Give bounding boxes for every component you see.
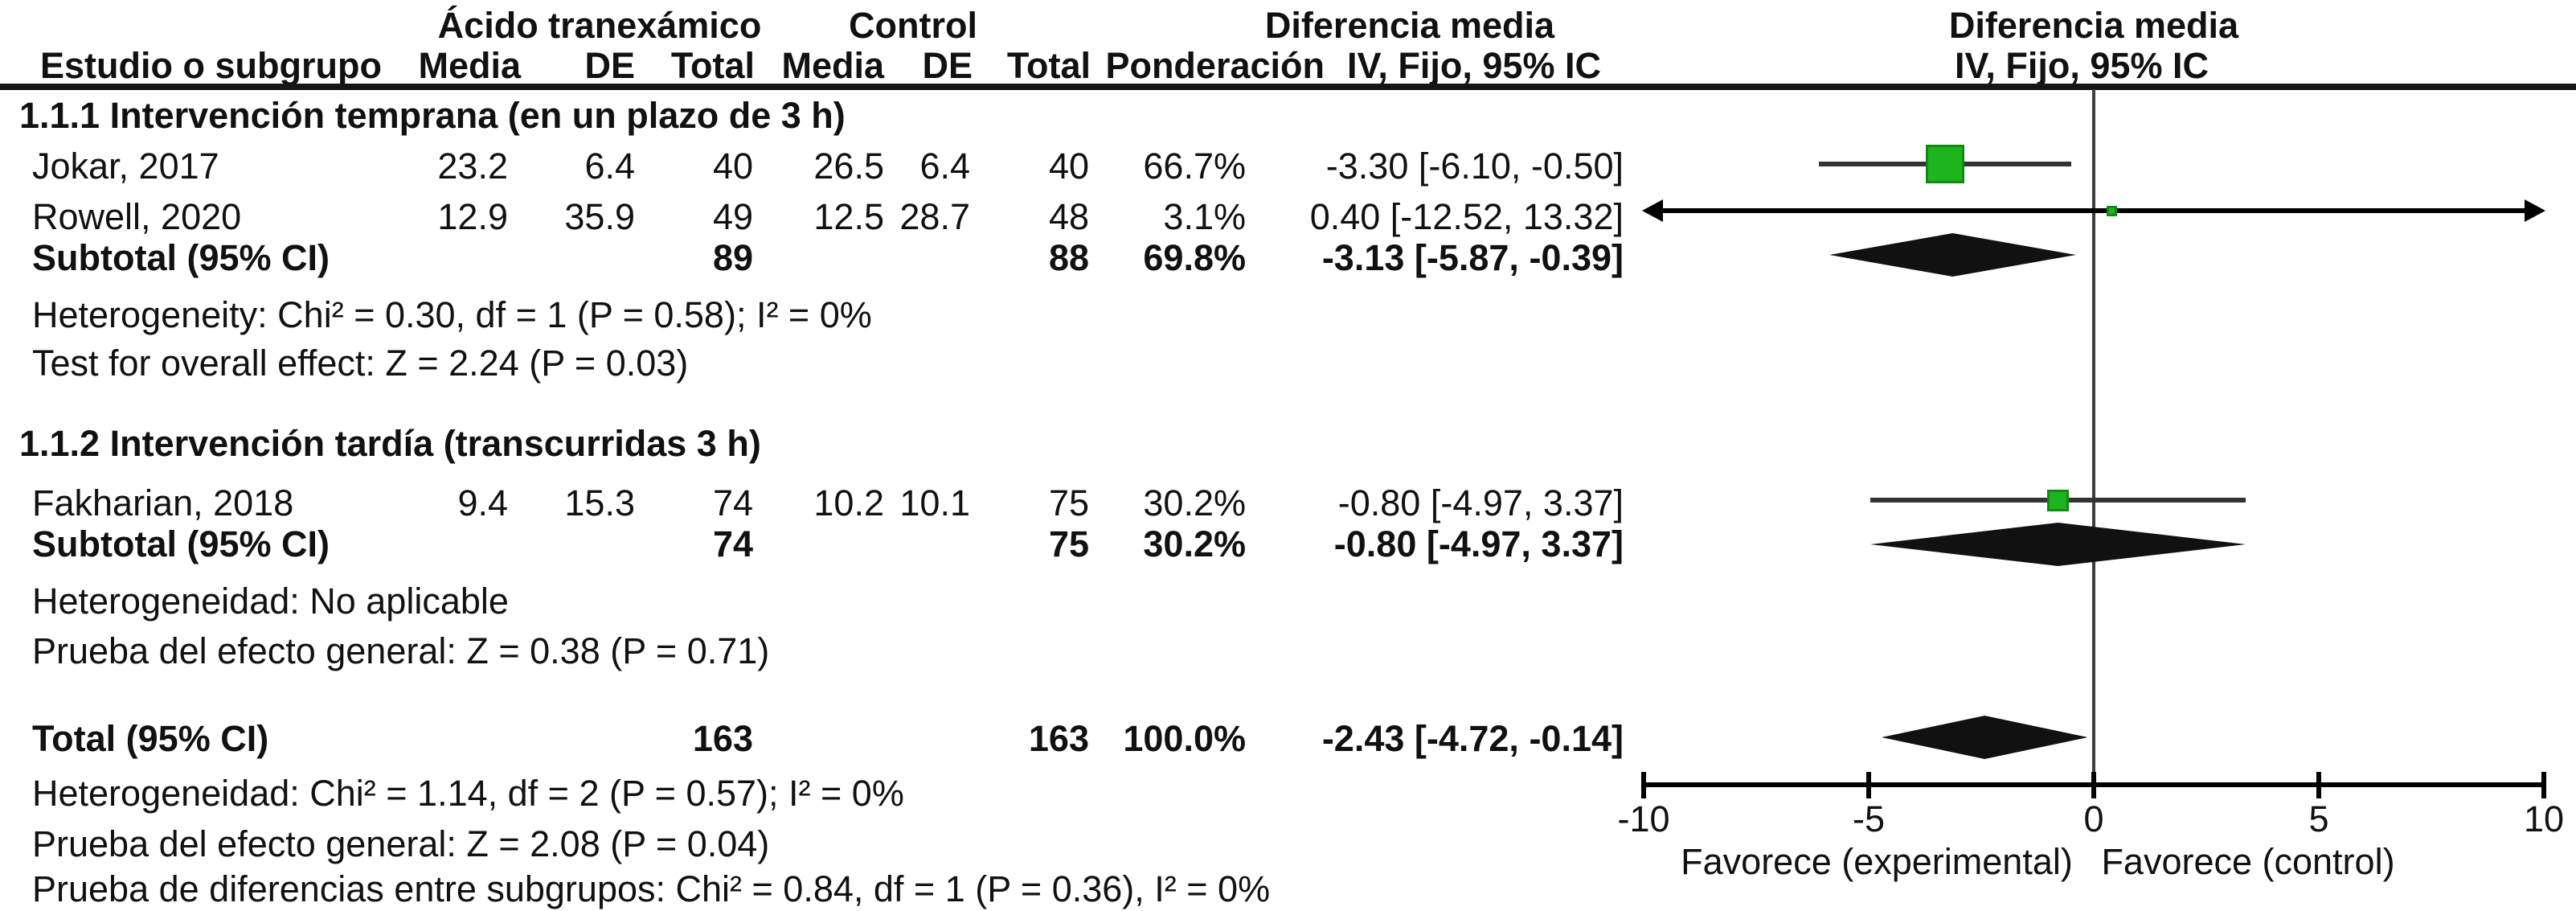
stats-note: Heterogeneity: Chi² = 0.30, df = 1 (P = …	[32, 294, 872, 335]
column-header-total2: Total	[1006, 45, 1091, 86]
stats-note: Heterogeneidad: No aplicable	[32, 581, 509, 622]
stats-note: Test for overall effect: Z = 2.24 (P = 0…	[32, 343, 689, 384]
column-header-total1: Total	[670, 45, 755, 86]
stats-note: Prueba de diferencias entre subgrupos: C…	[32, 868, 1271, 909]
cell-weight: 100.0%	[1123, 718, 1246, 759]
effect-plot-title: Diferencia media	[1948, 5, 2239, 46]
x-axis-label-right: Favorece (control)	[2101, 841, 2395, 882]
effect-square	[2106, 205, 2117, 216]
cell-total1: 49	[712, 196, 753, 237]
column-header-sd2: DE	[922, 45, 973, 86]
cell-sd1: 6.4	[584, 146, 635, 187]
pooled-diamond	[1829, 233, 2077, 277]
cell-mean1: 12.9	[437, 196, 508, 237]
cell-total2: 75	[1048, 523, 1089, 564]
cell-ci: -3.30 [-6.10, -0.50]	[1325, 146, 1624, 187]
pooled-diamond	[1870, 523, 2246, 566]
ci-arrow-right	[2525, 199, 2545, 222]
cell-mean2: 10.2	[813, 482, 884, 523]
cell-weight: 3.1%	[1163, 196, 1246, 237]
cell-mean2: 26.5	[813, 146, 884, 187]
cell-ci: -0.80 [-4.97, 3.37]	[1337, 482, 1624, 523]
cell-ci: -0.80 [-4.97, 3.37]	[1333, 523, 1624, 564]
stats-note: Prueba del efecto general: Z = 0.38 (P =…	[32, 630, 770, 671]
group-header-experimental: Ácido tranexámico	[437, 5, 762, 46]
column-header-mean2: Media	[781, 45, 884, 86]
subtotal-label: Total (95% CI)	[32, 718, 269, 759]
cell-sd1: 35.9	[564, 196, 635, 237]
column-header-study: Estudio o subgrupo	[40, 45, 382, 86]
column-header-mean1: Media	[418, 45, 521, 86]
subtotal-label: Subtotal (95% CI)	[32, 523, 330, 564]
cell-ci: -3.13 [-5.87, -0.39]	[1321, 237, 1624, 278]
cell-total1: 163	[692, 718, 753, 759]
x-axis-tick	[2541, 772, 2546, 798]
column-header-weight: Ponderación	[1105, 45, 1325, 86]
stats-note: Prueba del efecto general: Z = 2.08 (P =…	[32, 823, 770, 864]
cell-total1: 74	[712, 482, 753, 523]
subtotal-label: Subtotal (95% CI)	[32, 237, 330, 278]
cell-sd2: 28.7	[899, 196, 970, 237]
x-axis-tick	[1866, 772, 1871, 798]
cell-sd2: 6.4	[919, 146, 970, 187]
x-axis-tick	[2316, 772, 2321, 798]
cell-mean1: 9.4	[457, 482, 508, 523]
cell-total2: 75	[1048, 482, 1089, 523]
ci-arrow-left	[1642, 199, 1663, 222]
study-label: Jokar, 2017	[32, 146, 219, 187]
ci-line	[1660, 208, 2528, 213]
subgroup-heading: 1.1.2 Intervención tardía (transcurridas…	[19, 423, 761, 464]
cell-weight: 69.8%	[1143, 237, 1246, 278]
zero-effect-line	[2092, 89, 2095, 784]
effect-column-title: Diferencia media	[1264, 5, 1555, 46]
cell-total2: 48	[1048, 196, 1089, 237]
cell-ci: -2.43 [-4.72, -0.14]	[1321, 718, 1624, 759]
cell-mean1: 23.2	[437, 146, 508, 187]
cell-weight: 30.2%	[1143, 523, 1246, 564]
cell-sd2: 10.1	[899, 482, 970, 523]
column-header-sd1: DE	[584, 45, 635, 86]
effect-square	[2046, 489, 2069, 511]
cell-total2: 163	[1028, 718, 1089, 759]
cell-weight: 66.7%	[1143, 146, 1246, 187]
cell-total1: 89	[712, 237, 753, 278]
study-label: Fakharian, 2018	[32, 482, 294, 523]
x-axis-tick-label: 0	[2083, 798, 2104, 839]
x-axis-tick	[2091, 772, 2096, 798]
cell-sd1: 15.3	[564, 482, 635, 523]
x-axis-label-left: Favorece (experimental)	[1681, 841, 2073, 882]
x-axis-tick-label: -5	[1852, 798, 1886, 839]
cell-ci: 0.40 [-12.52, 13.32]	[1309, 196, 1624, 237]
x-axis-tick-label: 5	[2308, 798, 2329, 839]
x-axis-tick-label: 10	[2523, 798, 2565, 839]
stats-note: Heterogeneidad: Chi² = 1.14, df = 2 (P =…	[32, 773, 904, 814]
subgroup-heading: 1.1.1 Intervención temprana (en un plazo…	[19, 95, 846, 136]
cell-total2: 88	[1048, 237, 1089, 278]
cell-total1: 74	[712, 523, 753, 564]
header-separator-line	[0, 84, 2576, 90]
x-axis-tick	[1641, 772, 1646, 798]
effect-square	[1926, 145, 1965, 183]
cell-total2: 40	[1048, 146, 1089, 187]
x-axis-tick-label: -10	[1617, 798, 1670, 839]
cell-weight: 30.2%	[1143, 482, 1246, 523]
cell-total1: 40	[712, 146, 753, 187]
plot-header-ci: IV, Fijo, 95% IC	[1955, 45, 2209, 86]
column-header-ci: IV, Fijo, 95% IC	[1347, 45, 1601, 86]
pooled-diamond	[1881, 716, 2088, 759]
study-label: Rowell, 2020	[32, 196, 242, 237]
group-header-control: Control	[849, 5, 977, 46]
cell-mean2: 12.5	[813, 196, 884, 237]
